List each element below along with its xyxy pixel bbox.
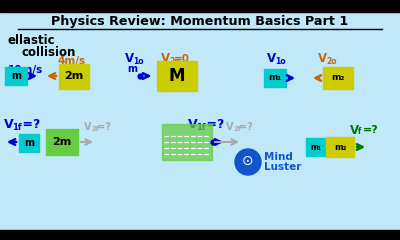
Text: V: V — [350, 124, 359, 137]
Text: 1o: 1o — [275, 56, 286, 66]
Text: m: m — [11, 71, 21, 81]
Bar — [46, 129, 78, 155]
Text: V: V — [267, 53, 276, 66]
Text: m₁: m₁ — [310, 143, 322, 151]
Text: m: m — [24, 138, 34, 148]
Text: m: m — [127, 64, 137, 74]
Text: V: V — [84, 122, 92, 132]
Text: 2f: 2f — [233, 126, 241, 132]
Text: =?: =? — [363, 125, 379, 135]
Text: V: V — [125, 53, 134, 66]
Bar — [5, 67, 27, 85]
Text: collision: collision — [22, 46, 76, 59]
Text: f: f — [358, 127, 361, 137]
Text: Mind: Mind — [264, 152, 293, 162]
Text: 1o: 1o — [133, 56, 144, 66]
Text: ellastic: ellastic — [8, 34, 56, 47]
Text: M: M — [169, 67, 185, 85]
Bar — [306, 138, 326, 156]
Text: 2m: 2m — [64, 71, 84, 81]
Bar — [19, 134, 39, 152]
Bar — [0, 0, 400, 12]
Text: m₂: m₂ — [334, 143, 346, 151]
Text: m₂: m₂ — [331, 73, 345, 83]
Circle shape — [235, 149, 261, 175]
Bar — [323, 67, 353, 89]
Text: V: V — [318, 53, 327, 66]
Text: V: V — [4, 119, 14, 132]
Text: 2o: 2o — [169, 56, 180, 66]
Text: =?: =? — [18, 119, 40, 132]
Text: ⊙: ⊙ — [242, 154, 254, 168]
Text: =?: =? — [239, 122, 253, 132]
Bar — [326, 137, 354, 157]
Text: Luster: Luster — [264, 162, 301, 172]
Text: Physics Review: Momentum Basics Part 1: Physics Review: Momentum Basics Part 1 — [51, 14, 349, 28]
Text: 2m: 2m — [52, 137, 72, 147]
Bar — [264, 69, 286, 87]
Text: V: V — [161, 53, 170, 66]
Text: 1f: 1f — [196, 122, 206, 132]
Bar — [157, 61, 197, 91]
Text: m₁: m₁ — [268, 73, 282, 83]
Text: 2f: 2f — [91, 126, 99, 132]
Text: 2o: 2o — [326, 56, 337, 66]
Text: V: V — [188, 119, 198, 132]
Text: 4m/s: 4m/s — [58, 56, 86, 66]
Text: V: V — [226, 122, 234, 132]
Text: =?: =? — [202, 119, 224, 132]
Text: =0: =0 — [174, 54, 190, 64]
Text: =?: =? — [97, 122, 111, 132]
Text: 10m/s: 10m/s — [8, 65, 43, 75]
Bar — [0, 230, 400, 240]
Text: 1f: 1f — [12, 122, 22, 132]
Bar — [162, 124, 212, 160]
Bar — [59, 64, 89, 89]
